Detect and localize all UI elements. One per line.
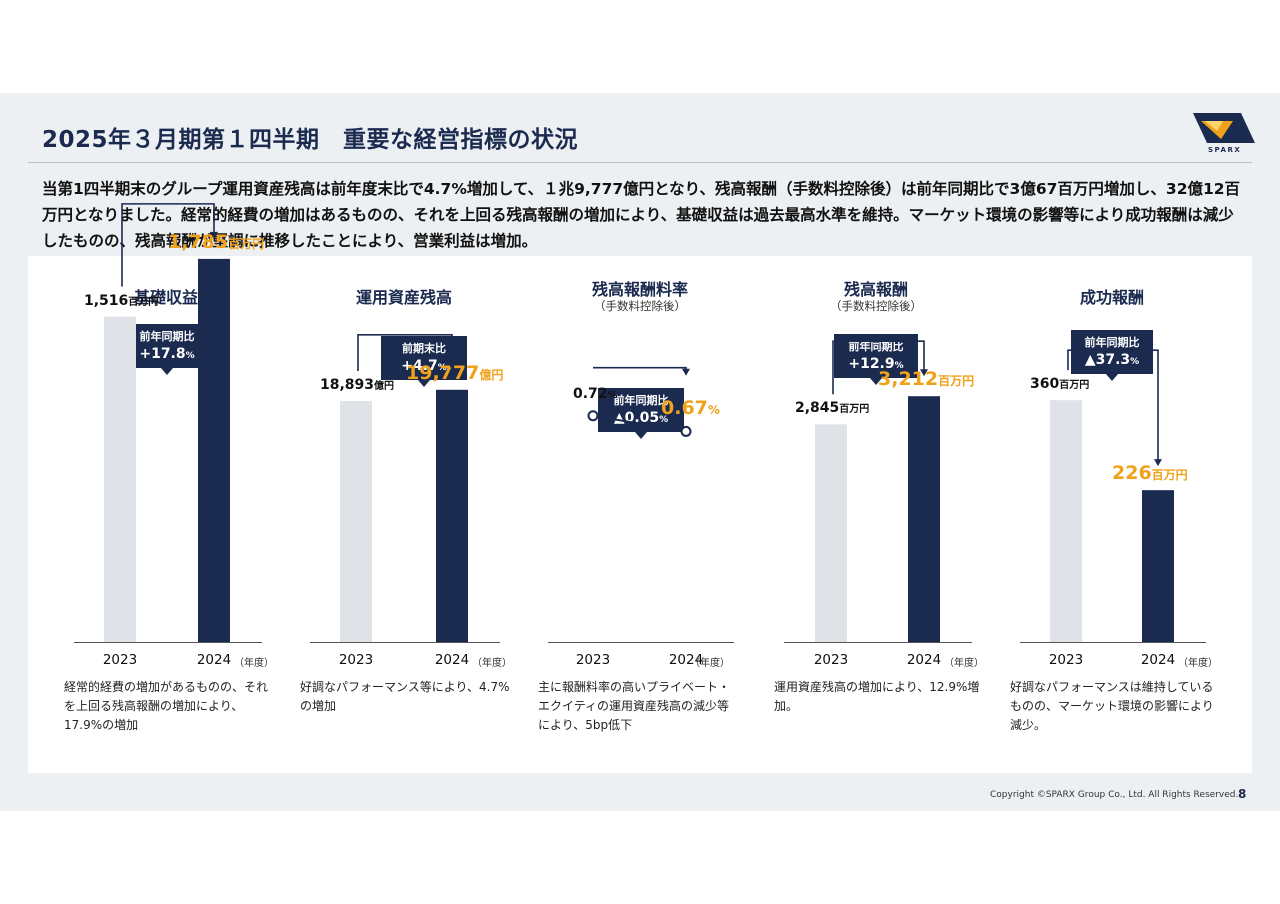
change-badge: 前年同期比 ▲37.3% (1071, 330, 1153, 374)
x-tick-label: 2024 (434, 652, 470, 668)
x-axis-unit: （年度） (690, 658, 730, 669)
value-unit: 百万円 (938, 374, 975, 389)
badge-label: 前年同期比 (848, 340, 904, 353)
x-tick-label: 2024 (906, 652, 942, 668)
change-badge: 前年同期比 +17.8% (124, 324, 210, 368)
x-tick-label: 2023 (575, 652, 611, 668)
x-tick-label: 2023 (813, 652, 849, 668)
chart-title: 基礎収益 (133, 288, 198, 307)
chart-title: 残高報酬料率 (591, 280, 688, 299)
badge-value: ▲37.3% (1071, 350, 1153, 372)
chart-note: 運用資産残高の増加により、12.9%増加。 (774, 680, 980, 713)
chart-title: 成功報酬 (1079, 288, 1144, 307)
x-axis-unit: （年度） (1178, 658, 1218, 669)
value-unit: 百万円 (1151, 468, 1188, 483)
badge-percent: % (1130, 357, 1140, 367)
badge-pointer (418, 380, 430, 387)
value-number: 0.72 (573, 385, 608, 402)
value-label-2024: 0.67% (661, 397, 720, 419)
title-divider (28, 162, 1252, 163)
value-label-2023: 360百万円 (1030, 376, 1089, 392)
value-unit: 億円 (479, 367, 504, 382)
value-number: 18,893 (320, 377, 375, 394)
badge-value: +17.8% (124, 344, 210, 366)
value-unit: 百万円 (228, 236, 265, 251)
value-label-2023: 0.72% (573, 386, 618, 402)
value-number: 2,845 (795, 400, 840, 417)
badge-number: ▲0.05 (613, 410, 660, 426)
badge-pointer (1106, 374, 1118, 381)
chart-note: 主に報酬料率の高いプライベート・エクイティの運用資産残高の減少等により、5bp低… (538, 680, 731, 732)
value-number: 3,212 (878, 368, 939, 391)
chart-subtitle: （手数料控除後） (830, 299, 922, 313)
x-tick-label: 2023 (338, 652, 374, 668)
sparx-logo-text: SPARX (1208, 146, 1242, 154)
x-axis (74, 642, 262, 643)
page-title: 2025年３月期第１四半期 重要な経営指標の状況 (42, 127, 579, 153)
chart-title: 残高報酬 (843, 280, 908, 299)
value-label-2024: 3,212百万円 (878, 368, 974, 390)
value-unit: % (707, 403, 720, 418)
value-unit: 百万円 (1059, 380, 1090, 392)
lead-summary: 当第1四半期末のグループ運用資産残高は前年度末比で4.7%増加して、１兆9,77… (42, 180, 1241, 250)
value-label-2024: 226百万円 (1112, 462, 1188, 484)
badge-number: +17.8 (139, 346, 186, 362)
chart-note: 好調なパフォーマンスは維持しているものの、マーケット環境の影響により減少。 (1010, 680, 1214, 732)
value-number: 0.67 (661, 397, 708, 420)
value-number: 360 (1030, 376, 1060, 393)
value-label-2024: 1,785百万円 (168, 231, 264, 253)
value-unit: % (607, 389, 618, 401)
value-number: 1,785 (168, 230, 229, 253)
value-label-2023: 2,845百万円 (795, 400, 869, 416)
x-axis (1020, 642, 1206, 643)
chart-title: 運用資産残高 (355, 288, 452, 307)
x-axis (310, 642, 500, 643)
x-tick-label: 2024 (668, 652, 704, 668)
value-number: 1,516 (84, 292, 129, 309)
copyright-text: Copyright ©SPARX Group Co., Ltd. All Rig… (990, 790, 1239, 800)
chart-note: 好調なパフォーマンス等により、4.7%の増加 (300, 680, 510, 713)
badge-percent: % (185, 351, 195, 361)
value-number: 226 (1112, 462, 1152, 485)
value-label-2023: 18,893億円 (320, 377, 394, 393)
badge-label: 前年同期比 (139, 330, 195, 343)
chart-subtitle: （手数料控除後） (594, 299, 686, 313)
badge-pointer (161, 368, 173, 375)
badge-pointer (635, 432, 647, 439)
badge-label: 前年同期比 (1084, 336, 1140, 349)
badge-label: 前年同期比 (613, 394, 669, 407)
x-tick-label: 2023 (1048, 652, 1084, 668)
x-axis-unit: （年度） (944, 658, 984, 669)
x-axis-unit: （年度） (234, 658, 274, 669)
page-number: 8 (1238, 787, 1247, 801)
x-axis-unit: （年度） (472, 658, 512, 669)
badge-label: 前期末比 (402, 342, 446, 355)
chart-note: 経常的経費の増加があるものの、それを上回る残高報酬の増加により、17.9%の増加 (64, 680, 269, 732)
x-tick-label: 2024 (196, 652, 232, 668)
badge-number: ▲37.3 (1084, 352, 1131, 368)
charts-panel (28, 256, 1252, 773)
value-label-2024: 19,777億円 (406, 362, 503, 384)
value-unit: 百万円 (839, 404, 870, 416)
value-number: 19,777 (406, 361, 480, 384)
value-unit: 百万円 (128, 296, 159, 308)
x-tick-label: 2024 (1140, 652, 1176, 668)
sparx-logo-icon (1193, 113, 1255, 143)
value-unit: 億円 (374, 381, 395, 393)
x-tick-label: 2023 (102, 652, 138, 668)
x-axis (784, 642, 972, 643)
x-axis (548, 642, 734, 643)
value-label-2023: 1,516百万円 (84, 293, 158, 309)
